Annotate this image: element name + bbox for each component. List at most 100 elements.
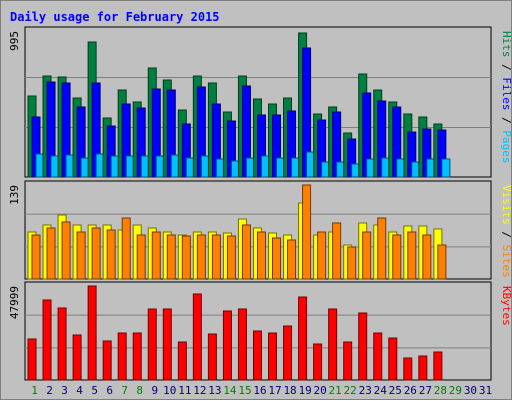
legend-hits-files-pages: Hits / Files / Pages [500,31,512,164]
legend-entry-sites: Sites [500,245,512,278]
bar-kbytes-day-27 [418,355,428,381]
bar-sites-day-17 [272,237,282,280]
x-tick-label: 4 [76,384,83,397]
x-tick-label: 25 [389,384,402,397]
bar-sites-day-3 [61,221,71,280]
bar-sites-day-1 [31,234,41,280]
bar-kbytes-day-17 [268,332,278,381]
bar-kbytes-day-25 [388,337,398,381]
x-tick-label: 11 [178,384,191,397]
legend-entry-kbytes: KBytes [500,286,512,326]
bar-kbytes-day-12 [192,293,202,381]
x-tick-label: 13 [208,384,221,397]
legend-separator: / [500,58,512,78]
legend-entry-files: Files [500,77,512,110]
x-tick-label: 1 [31,384,38,397]
x-tick-label: 30 [464,384,477,397]
legend-kbytes: KBytes [500,286,512,326]
bar-sites-day-6 [106,229,116,280]
bar-sites-day-28 [437,244,447,280]
chart-title: Daily usage for February 2015 [10,10,220,24]
x-tick-label: 23 [359,384,372,397]
bar-sites-day-21 [332,222,342,280]
x-tick-label: 29 [449,384,462,397]
legend-separator: / [500,225,512,245]
bar-sites-day-15 [241,224,251,280]
x-tick-label: 3 [61,384,68,397]
x-tick-label: 8 [136,384,143,397]
x-tick-label: 10 [163,384,176,397]
x-tick-label: 2 [46,384,53,397]
x-tick-label: 16 [253,384,266,397]
bar-sites-day-11 [181,235,191,280]
bar-kbytes-day-13 [207,333,217,381]
bar-sites-day-14 [226,235,236,280]
x-tick-label: 21 [329,384,342,397]
x-tick-label: 14 [223,384,237,397]
x-tick-label: 22 [344,384,357,397]
bar-sites-day-4 [76,231,86,280]
bar-kbytes-day-5 [87,285,97,381]
chart-panels: 995 Hits / Files / Pages 139 Visits / Sites… [8,26,512,381]
x-tick-label: 27 [419,384,432,397]
bar-kbytes-day-18 [283,325,293,381]
x-tick-label: 17 [268,384,281,397]
x-tick-label: 20 [314,384,327,397]
panel-hits-files-pages: 995 Hits / Files / Pages [8,26,512,178]
x-tick-label: 12 [193,384,206,397]
bar-sites-day-26 [407,231,417,280]
legend-visits-sites: Visits / Sites [500,185,512,278]
x-axis-labels: 1 2 3 4 5 6 7 8 9 10 11 12 13 14 15 16 17 18 19 20 21 22 23 24 2… [31,384,492,397]
bar-kbytes-day-3 [57,307,67,381]
bar-sites-day-20 [317,231,327,280]
bar-kbytes-day-16 [252,330,262,381]
bar-kbytes-day-4 [72,334,82,381]
bar-kbytes-day-2 [42,299,52,381]
bar-sites-day-25 [392,234,402,280]
legend-entry-hits: Hits [500,31,512,58]
x-tick-label: 5 [91,384,98,397]
legend-entry-pages: Pages [500,130,512,163]
legend-entry-visits: Visits [500,185,512,225]
bar-kbytes-day-28 [433,351,443,381]
bar-sites-day-5 [91,227,101,280]
bar-kbytes-day-7 [117,332,127,381]
bar-sites-day-7 [121,217,131,280]
panel-visits-sites: 139 Visits / Sites [8,180,512,280]
x-tick-label: 24 [374,384,388,397]
bar-kbytes-day-9 [147,308,157,381]
bar-sites-day-13 [211,234,221,280]
bar-sites-day-12 [196,234,206,280]
bar-sites-day-22 [347,246,357,280]
bar-sites-day-8 [136,234,146,280]
bar-kbytes-day-23 [358,312,368,381]
bar-sites-day-2 [46,227,56,280]
bar-sites-day-23 [362,231,372,280]
bar-sites-day-18 [287,239,297,280]
bar-kbytes-day-14 [222,310,232,381]
bar-kbytes-day-1 [27,338,37,381]
bar-kbytes-day-10 [162,308,172,381]
bar-kbytes-day-22 [343,341,353,381]
panel-kbytes: 47999 KBytes [8,281,512,381]
x-tick-label: 28 [434,384,447,397]
x-tick-label: 7 [121,384,128,397]
bar-kbytes-day-24 [373,332,383,381]
bar-kbytes-day-15 [237,308,247,381]
bar-sites-day-19 [302,184,312,280]
bar-kbytes-day-20 [313,343,323,381]
bar-kbytes-day-8 [132,332,142,381]
bar-kbytes-day-6 [102,340,112,381]
bar-kbytes-day-19 [298,296,308,381]
x-tick-label: 15 [238,384,251,397]
bar-kbytes-day-21 [328,308,338,381]
y-max-label: 139 [8,185,21,205]
bar-sites-day-10 [166,234,176,280]
legend-separator: / [500,111,512,131]
bar-kbytes-day-26 [403,357,413,381]
bar-pages-day-28 [441,158,451,178]
bar-kbytes-day-11 [177,341,187,381]
bar-sites-day-9 [151,231,161,280]
